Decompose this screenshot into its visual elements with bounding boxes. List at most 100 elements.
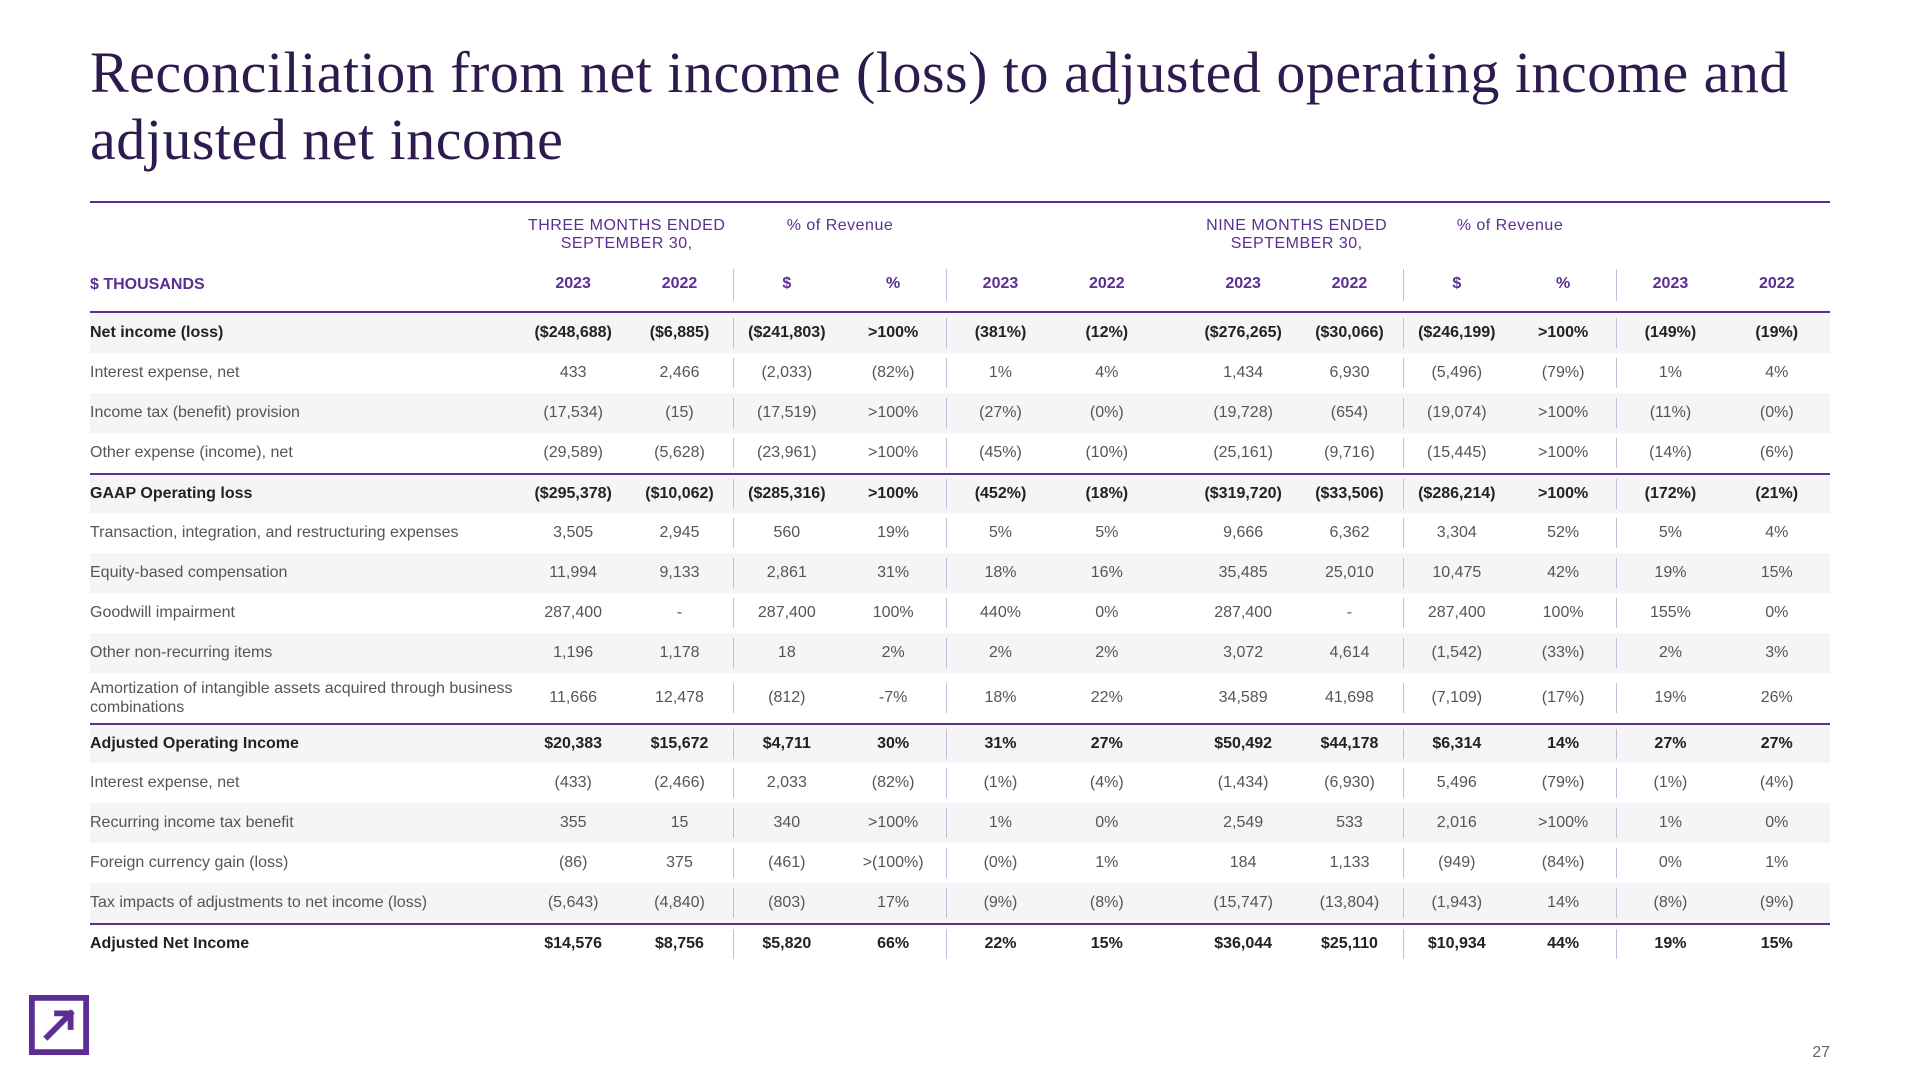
cell: (15,747): [1190, 888, 1296, 918]
cell: 0%: [1724, 808, 1830, 838]
cell: (1%): [946, 768, 1053, 798]
cell: >100%: [840, 318, 946, 348]
cell: 0%: [1616, 848, 1723, 878]
table-top-rule: [90, 201, 1830, 203]
table-row: Other non-recurring items1,1961,178182%2…: [90, 633, 1830, 673]
cell: (17,519): [733, 398, 840, 428]
cell: (452%): [946, 479, 1053, 509]
cell: 66%: [840, 929, 946, 959]
table-header-years: $ THOUSANDS 2023 2022 $ % 2023 2022 2023…: [90, 259, 1830, 312]
cell: ($276,265): [1190, 318, 1296, 348]
cell: 2,016: [1403, 808, 1510, 838]
cell: -: [1296, 598, 1402, 628]
row-label: Interest expense, net: [90, 357, 520, 388]
cell: (4%): [1724, 768, 1830, 798]
cell: >100%: [1510, 438, 1616, 468]
cell: $50,492: [1190, 729, 1296, 759]
row-label: Transaction, integration, and restructur…: [90, 517, 520, 548]
cell: (12%): [1054, 318, 1160, 348]
cell: 5,496: [1403, 768, 1510, 798]
col-3m-dollar: $: [733, 269, 840, 300]
page-number: 27: [1812, 1044, 1830, 1062]
cell: 1%: [1054, 848, 1160, 878]
table-row: Interest expense, net(433)(2,466)2,033(8…: [90, 763, 1830, 803]
cell: 12,478: [626, 683, 732, 713]
cell: 1%: [946, 358, 1053, 388]
cell: (15,445): [1403, 438, 1510, 468]
cell: 17%: [840, 888, 946, 918]
brand-logo-icon: [28, 994, 90, 1056]
cell: 355: [520, 808, 626, 838]
cell: 14%: [1510, 729, 1616, 759]
cell: ($246,199): [1403, 318, 1510, 348]
cell: (19,728): [1190, 398, 1296, 428]
cell: (15): [626, 398, 732, 428]
cell: $44,178: [1296, 729, 1402, 759]
table-row: Adjusted Net Income$14,576$8,756$5,82066…: [90, 923, 1830, 963]
table-row: Equity-based compensation11,9949,1332,86…: [90, 553, 1830, 593]
cell: >100%: [1510, 479, 1616, 509]
cell: >100%: [1510, 808, 1616, 838]
cell: (82%): [840, 358, 946, 388]
row-label: Adjusted Operating Income: [90, 728, 520, 759]
cell: 11,666: [520, 683, 626, 713]
cell: 2,549: [1190, 808, 1296, 838]
cell: 1%: [1616, 358, 1723, 388]
cell: (29,589): [520, 438, 626, 468]
cell: (5,643): [520, 888, 626, 918]
cell: >100%: [1510, 318, 1616, 348]
cell: (0%): [1054, 398, 1160, 428]
cell: (9%): [946, 888, 1053, 918]
cell: (1,943): [1403, 888, 1510, 918]
cell: (812): [733, 683, 840, 713]
cell: ($319,720): [1190, 479, 1296, 509]
cell: (1%): [1616, 768, 1723, 798]
cell: -7%: [840, 683, 946, 713]
col-9m-pct: %: [1510, 269, 1616, 300]
cell: (19%): [1724, 318, 1830, 348]
cell: 2,861: [733, 558, 840, 588]
cell: 34,589: [1190, 683, 1296, 713]
cell: 9,133: [626, 558, 732, 588]
pct-rev-right: % of Revenue: [1403, 211, 1616, 259]
row-label: Recurring income tax benefit: [90, 807, 520, 838]
row-label: Goodwill impairment: [90, 597, 520, 628]
cell: (6%): [1724, 438, 1830, 468]
cell: 100%: [840, 598, 946, 628]
cell: (2,466): [626, 768, 732, 798]
cell: >100%: [840, 438, 946, 468]
table-row: GAAP Operating loss($295,378)($10,062)($…: [90, 473, 1830, 513]
cell: (11%): [1616, 398, 1723, 428]
cell: 14%: [1510, 888, 1616, 918]
cell: 27%: [1054, 729, 1160, 759]
cell: 440%: [946, 598, 1053, 628]
cell: 25,010: [1296, 558, 1402, 588]
cell: (654): [1296, 398, 1402, 428]
cell: (0%): [946, 848, 1053, 878]
cell: (6,930): [1296, 768, 1402, 798]
cell: 533: [1296, 808, 1402, 838]
unit-label: $ THOUSANDS: [90, 269, 520, 300]
cell: 2%: [1054, 638, 1160, 668]
cell: (19,074): [1403, 398, 1510, 428]
cell: 1%: [1724, 848, 1830, 878]
cell: 52%: [1510, 518, 1616, 548]
cell: (82%): [840, 768, 946, 798]
table-row: Interest expense, net4332,466(2,033)(82%…: [90, 353, 1830, 393]
cell: (2,033): [733, 358, 840, 388]
cell: >100%: [1510, 398, 1616, 428]
cell: 287,400: [520, 598, 626, 628]
col-3m-rev-2022: 2022: [1054, 269, 1160, 300]
cell: 2%: [1616, 638, 1723, 668]
cell: 27%: [1616, 729, 1723, 759]
cell: (381%): [946, 318, 1053, 348]
cell: $8,756: [626, 929, 732, 959]
cell: 31%: [840, 558, 946, 588]
row-label: Income tax (benefit) provision: [90, 397, 520, 428]
row-label: Equity-based compensation: [90, 557, 520, 588]
period-right: NINE MONTHS ENDED SEPTEMBER 30,: [1190, 211, 1403, 259]
cell: (25,161): [1190, 438, 1296, 468]
cell: 15%: [1724, 558, 1830, 588]
cell: (21%): [1724, 479, 1830, 509]
cell: 18: [733, 638, 840, 668]
